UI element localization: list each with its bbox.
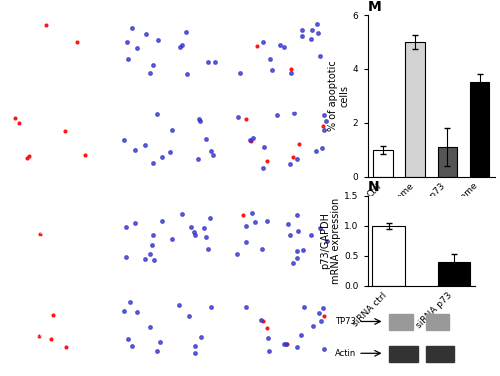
Bar [374,150,392,177]
Text: HBVEC,
siRNA p73 + heme,
TUNEL, 200×: HBVEC, siRNA p73 + heme, TUNEL, 200× [26,321,88,337]
Bar [406,42,425,177]
Text: H: H [116,196,125,206]
Y-axis label: % of apoptotic
cells: % of apoptotic cells [328,61,350,131]
Text: I: I [230,196,234,206]
Text: Actin: Actin [335,349,356,358]
Bar [426,314,449,330]
Bar [438,147,457,177]
Text: Merge: Merge [270,105,296,114]
Text: A: A [4,8,11,18]
Text: DAPI: DAPI [160,199,180,208]
Bar [390,346,417,362]
Text: HBVEC, heme,
TUNEL, 200×: HBVEC, heme, TUNEL, 200× [34,136,79,146]
Bar [426,346,454,362]
Text: Merge: Merge [270,11,296,20]
Text: HBVEC, ctrl,
TUNEL, 200×: HBVEC, ctrl, TUNEL, 200× [36,42,78,52]
Text: F: F [230,102,236,112]
Text: B: B [116,8,124,18]
Text: K: K [116,290,124,300]
Text: G: G [4,196,12,206]
Text: J: J [4,290,7,300]
Text: Merge: Merge [270,199,296,208]
Text: E: E [116,102,123,112]
Text: C: C [230,8,237,18]
Bar [470,82,489,177]
Bar [372,226,405,286]
Text: DAPI: DAPI [160,105,180,114]
Text: D: D [4,102,12,112]
Y-axis label: p73/GAPDH
mRNA expression: p73/GAPDH mRNA expression [320,197,342,284]
Text: TP73: TP73 [335,317,356,326]
Text: Merge: Merge [270,293,296,302]
Text: HBVEC, siRNA p73,
TUNEL, 200×: HBVEC, siRNA p73, TUNEL, 200× [27,230,86,240]
Bar [438,262,470,286]
Text: L: L [230,290,236,300]
Bar [390,314,412,330]
Text: DAPI: DAPI [160,293,180,302]
Text: DAPI: DAPI [160,11,180,20]
Text: N: N [368,180,379,194]
Text: M: M [368,0,382,14]
